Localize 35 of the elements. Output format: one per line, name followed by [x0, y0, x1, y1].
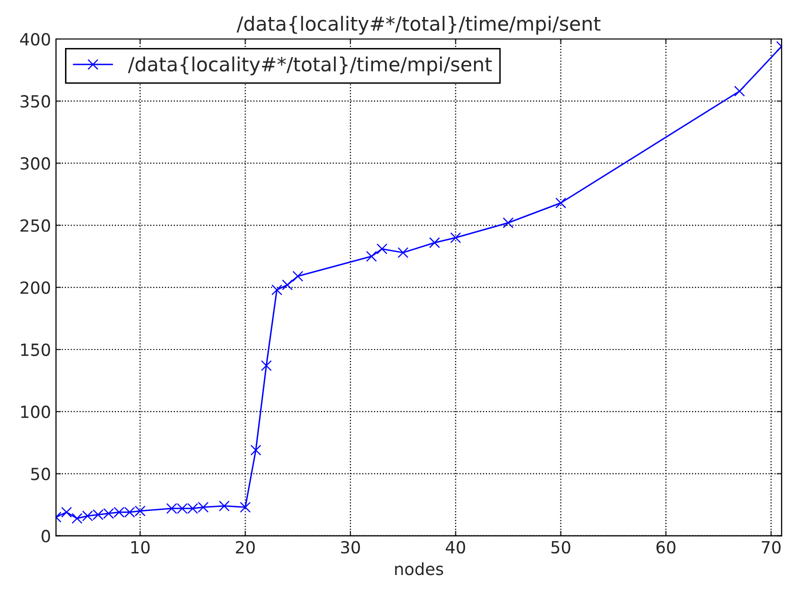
x-tick-label: 40	[446, 540, 466, 554]
y-tick-label: 50	[31, 468, 50, 480]
x-tick-label: 60	[656, 540, 676, 554]
point	[260, 360, 272, 372]
point	[450, 232, 462, 244]
point	[734, 86, 745, 97]
y-tick-label: 0	[42, 530, 50, 542]
y-tick-label: 150	[21, 343, 50, 356]
legend-label: /data{locality#*/total}/time/mpi/sent	[128, 56, 492, 76]
y-tick-label: 100	[21, 406, 50, 418]
y-tick-label: 350	[20, 95, 50, 108]
point	[398, 247, 408, 258]
point	[240, 502, 251, 513]
x-tick-label: 10	[131, 540, 150, 554]
point	[502, 217, 514, 228]
y-tick-label: 300	[20, 157, 50, 170]
point	[555, 198, 566, 208]
point	[366, 250, 377, 262]
y-tick-label: 200	[20, 281, 50, 294]
x-tick-label: 70	[762, 540, 781, 554]
y-tick-label: 400	[20, 32, 50, 46]
point	[61, 506, 72, 518]
point	[376, 243, 388, 254]
chart-title: /data{locality#*/total}/time/mpi/sent	[236, 16, 600, 35]
x-tick-label: 20	[236, 540, 255, 554]
point	[282, 280, 293, 290]
x-tick-label: 50	[551, 540, 570, 554]
y-tick-label: 250	[20, 219, 50, 232]
x-tick-label: 30	[341, 540, 360, 554]
point	[218, 500, 230, 512]
point	[292, 270, 304, 282]
point	[271, 284, 282, 296]
x-axis-title: nodes	[395, 562, 444, 576]
point	[429, 237, 440, 248]
point	[250, 444, 262, 456]
